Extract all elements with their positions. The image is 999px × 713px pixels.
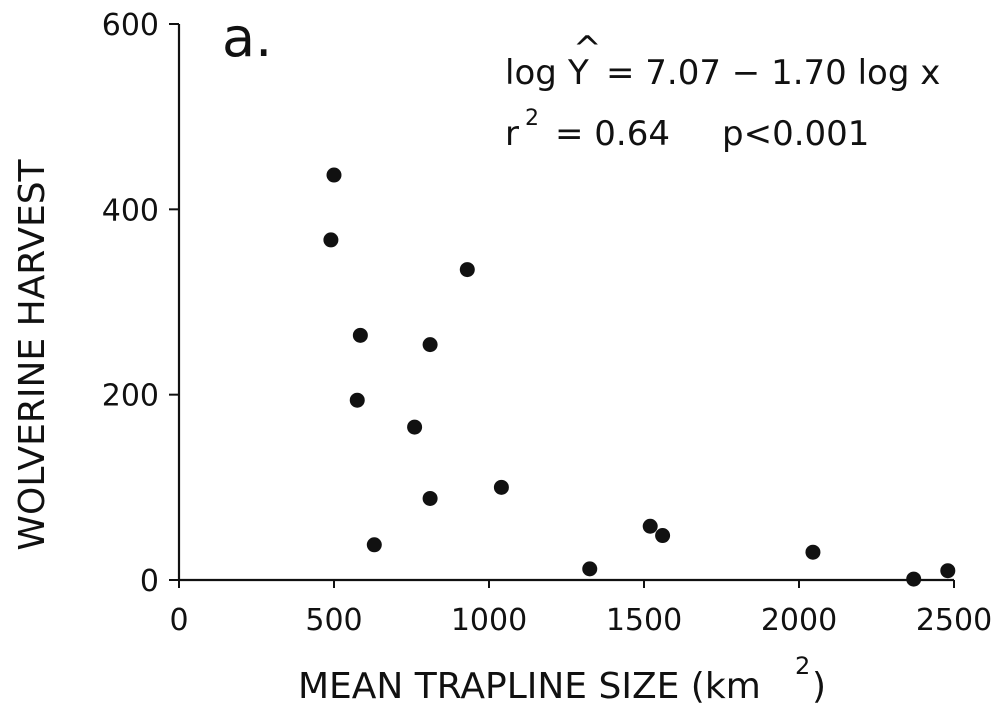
data-point (422, 337, 438, 353)
y-tick-label: 0 (140, 564, 159, 599)
equation-hat: ^ (573, 29, 602, 69)
x-axis-title-superscript: 2 (795, 652, 810, 680)
x-tick-label: 2500 (916, 603, 992, 638)
data-points (323, 167, 956, 587)
data-point (323, 232, 339, 248)
data-point (349, 392, 365, 408)
data-point (407, 419, 423, 435)
data-point (655, 528, 671, 544)
data-point (940, 563, 956, 579)
r-squared-label: r (505, 114, 519, 154)
fit-statistics: r 2 = 0.64 p<0.001 (505, 106, 869, 154)
equation-variable: Y (567, 53, 589, 93)
data-point (493, 479, 509, 495)
equation-body: = 7.07 − 1.70 log x (606, 53, 940, 93)
x-tick-label: 1000 (451, 603, 527, 638)
y-tick-label: 600 (102, 8, 159, 43)
x-ticks: 0 500 1000 1500 2000 2500 (169, 580, 992, 638)
data-point (326, 167, 342, 183)
x-tick-label: 500 (305, 603, 362, 638)
plot-area: 0 500 1000 1500 2000 2500 0 200 400 600 (102, 8, 992, 638)
panel-label: a. (222, 6, 272, 69)
x-tick-label: 2000 (761, 603, 837, 638)
data-point (805, 544, 821, 560)
y-ticks: 0 200 400 600 (102, 8, 179, 599)
r-squared-value: = 0.64 (555, 114, 670, 154)
y-tick-label: 200 (102, 379, 159, 414)
r-squared-superscript: 2 (525, 106, 539, 131)
data-point (642, 518, 658, 534)
data-point (422, 490, 438, 506)
data-point (366, 537, 382, 553)
equation-annotation: log Y ^ = 7.07 − 1.70 log x (505, 29, 940, 93)
data-point (352, 327, 368, 343)
data-point (459, 262, 475, 278)
x-axis-title-close: ) (812, 666, 826, 707)
x-tick-label: 1500 (606, 603, 682, 638)
x-axis-title: MEAN TRAPLINE SIZE (km 2 ) (298, 652, 826, 707)
y-axis-title: WOLVERINE HARVEST (12, 158, 53, 550)
x-tick-label: 0 (169, 603, 188, 638)
data-point (906, 571, 922, 587)
y-tick-label: 400 (102, 193, 159, 228)
equation-prefix: log (505, 53, 557, 93)
data-point (582, 561, 598, 577)
x-axis-title-text: MEAN TRAPLINE SIZE (km (298, 666, 761, 707)
p-value: p<0.001 (722, 114, 869, 154)
